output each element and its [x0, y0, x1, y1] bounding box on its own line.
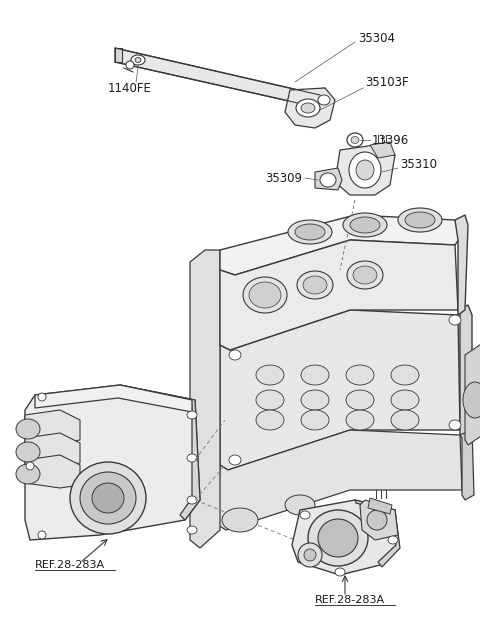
Ellipse shape	[135, 57, 141, 62]
Ellipse shape	[463, 382, 480, 418]
Polygon shape	[115, 48, 320, 108]
Ellipse shape	[353, 266, 377, 284]
Ellipse shape	[256, 365, 284, 385]
Ellipse shape	[38, 393, 46, 401]
Polygon shape	[25, 410, 80, 443]
Ellipse shape	[320, 173, 336, 187]
Ellipse shape	[187, 454, 197, 462]
Ellipse shape	[318, 95, 330, 105]
Ellipse shape	[346, 365, 374, 385]
Ellipse shape	[350, 217, 380, 233]
Ellipse shape	[229, 350, 241, 360]
Ellipse shape	[301, 103, 315, 113]
Ellipse shape	[301, 390, 329, 410]
Ellipse shape	[388, 536, 398, 544]
Polygon shape	[218, 430, 462, 530]
Ellipse shape	[318, 519, 358, 557]
Ellipse shape	[295, 224, 325, 240]
Ellipse shape	[256, 410, 284, 430]
Ellipse shape	[391, 390, 419, 410]
Ellipse shape	[38, 531, 46, 539]
Polygon shape	[25, 433, 80, 466]
Ellipse shape	[16, 442, 40, 462]
Ellipse shape	[288, 220, 332, 244]
Polygon shape	[25, 385, 200, 540]
Polygon shape	[190, 250, 220, 548]
Ellipse shape	[298, 543, 322, 567]
Ellipse shape	[187, 496, 197, 504]
Ellipse shape	[222, 508, 258, 532]
Polygon shape	[368, 498, 392, 514]
Polygon shape	[220, 215, 460, 275]
Text: 35304: 35304	[358, 32, 395, 45]
Ellipse shape	[256, 390, 284, 410]
Polygon shape	[220, 310, 460, 470]
Polygon shape	[370, 142, 395, 158]
Ellipse shape	[92, 483, 124, 513]
Ellipse shape	[131, 55, 145, 65]
Ellipse shape	[243, 277, 287, 313]
Ellipse shape	[449, 315, 461, 325]
Text: 13396: 13396	[372, 134, 409, 147]
Ellipse shape	[16, 464, 40, 484]
Ellipse shape	[343, 213, 387, 237]
Ellipse shape	[301, 365, 329, 385]
Ellipse shape	[229, 455, 241, 465]
Ellipse shape	[347, 133, 363, 147]
Polygon shape	[310, 88, 327, 115]
Ellipse shape	[349, 152, 381, 188]
Ellipse shape	[187, 411, 197, 419]
Polygon shape	[220, 240, 458, 350]
Polygon shape	[458, 305, 472, 440]
Polygon shape	[355, 500, 400, 567]
Ellipse shape	[398, 208, 442, 232]
Text: 35103F: 35103F	[365, 76, 408, 88]
Ellipse shape	[405, 212, 435, 228]
Text: REF.28-283A: REF.28-283A	[35, 560, 105, 570]
Ellipse shape	[249, 282, 281, 308]
Text: 35309: 35309	[265, 171, 302, 185]
Ellipse shape	[308, 510, 368, 566]
Ellipse shape	[303, 276, 327, 294]
Polygon shape	[360, 500, 398, 540]
Polygon shape	[315, 168, 342, 190]
Ellipse shape	[300, 511, 310, 519]
Ellipse shape	[301, 410, 329, 430]
Ellipse shape	[16, 419, 40, 439]
Ellipse shape	[187, 526, 197, 534]
Ellipse shape	[26, 462, 34, 470]
Polygon shape	[35, 385, 192, 412]
Ellipse shape	[351, 137, 359, 144]
Polygon shape	[455, 215, 468, 315]
Ellipse shape	[367, 510, 387, 530]
Polygon shape	[335, 145, 395, 195]
Ellipse shape	[296, 99, 320, 117]
Polygon shape	[460, 430, 474, 500]
Ellipse shape	[285, 495, 315, 515]
Ellipse shape	[70, 462, 146, 534]
Ellipse shape	[346, 410, 374, 430]
Ellipse shape	[391, 410, 419, 430]
Polygon shape	[465, 338, 480, 445]
Polygon shape	[285, 88, 335, 128]
Text: 1140FE: 1140FE	[108, 81, 152, 94]
Polygon shape	[115, 48, 122, 62]
Ellipse shape	[304, 549, 316, 561]
Polygon shape	[25, 455, 80, 488]
Polygon shape	[120, 385, 200, 520]
Ellipse shape	[356, 160, 374, 180]
Text: 35310: 35310	[400, 159, 437, 171]
Polygon shape	[292, 500, 398, 575]
Ellipse shape	[297, 271, 333, 299]
Ellipse shape	[449, 420, 461, 430]
Ellipse shape	[346, 390, 374, 410]
Ellipse shape	[391, 365, 419, 385]
Ellipse shape	[126, 61, 134, 69]
Ellipse shape	[347, 261, 383, 289]
Ellipse shape	[335, 568, 345, 576]
Ellipse shape	[80, 472, 136, 524]
Text: REF.28-283A: REF.28-283A	[315, 595, 385, 605]
